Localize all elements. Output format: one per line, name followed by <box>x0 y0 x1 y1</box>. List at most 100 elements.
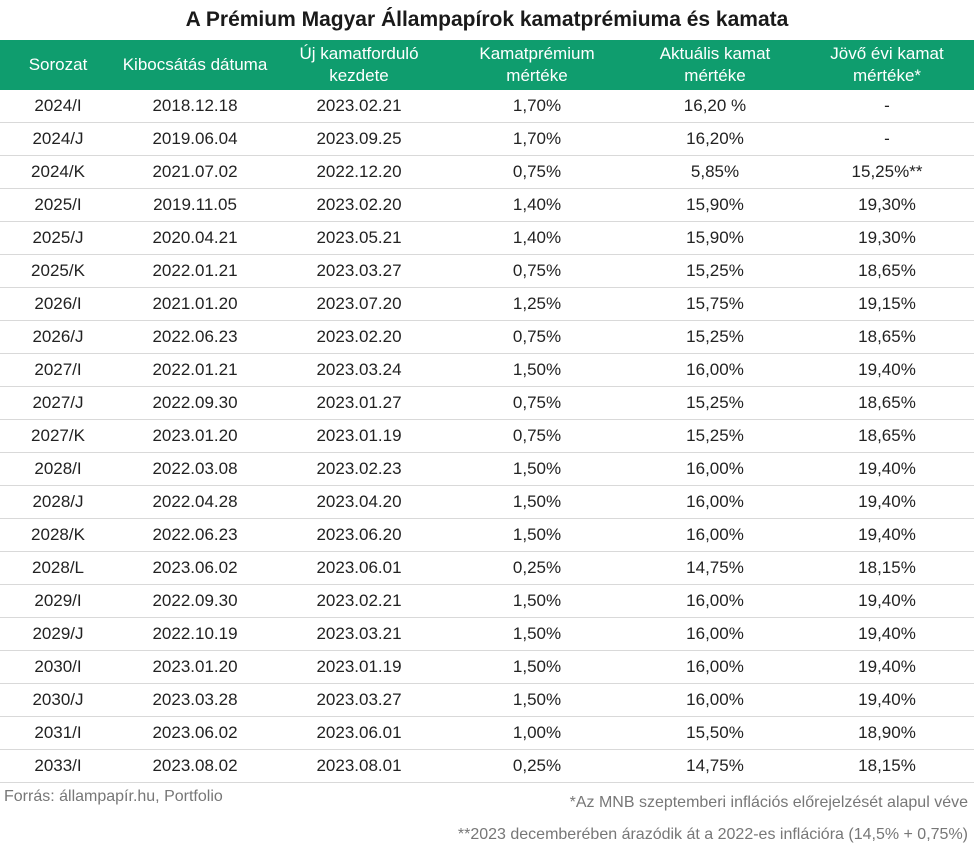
premium-cell: 1,50% <box>444 650 630 684</box>
current-rate-cell: 16,00% <box>630 452 800 486</box>
issue-date-cell: 2018.12.18 <box>116 90 274 123</box>
next-year-rate-cell: 19,40% <box>800 584 974 618</box>
series-column-header: Sorozat <box>0 40 116 90</box>
series-cell: 2024/I <box>0 90 116 123</box>
table-body: 2024/I 2018.12.18 2023.02.21 1,70% 16,20 % -2… <box>0 90 974 783</box>
series-cell: 2028/L <box>0 551 116 585</box>
rate-reset-cell: 2023.02.20 <box>274 188 444 222</box>
rate-reset-cell: 2023.01.19 <box>274 650 444 684</box>
rate-reset-cell: 2023.07.20 <box>274 287 444 321</box>
current-rate-cell: 15,90% <box>630 221 800 255</box>
rate-reset-cell: 2023.01.27 <box>274 386 444 420</box>
issue-date-cell: 2023.01.20 <box>116 419 274 453</box>
table-row: 2027/J 2022.09.30 2023.01.27 0,75% 15,25% 18,… <box>0 386 974 420</box>
current-rate-cell: 16,20 % <box>630 90 800 123</box>
premium-cell: 1,50% <box>444 584 630 618</box>
next-year-rate-cell: 19,40% <box>800 617 974 651</box>
table-row: 2030/I 2023.01.20 2023.01.19 1,50% 16,00% 19,… <box>0 650 974 684</box>
issue-date-cell: 2022.09.30 <box>116 386 274 420</box>
premium-cell: 0,75% <box>444 320 630 354</box>
series-cell: 2029/J <box>0 617 116 651</box>
table-row: 2026/I 2021.01.20 2023.07.20 1,25% 15,75% 19,… <box>0 287 974 321</box>
series-cell: 2031/I <box>0 716 116 750</box>
series-cell: 2026/J <box>0 320 116 354</box>
next-year-rate-cell: 18,65% <box>800 386 974 420</box>
premium-cell: 0,75% <box>444 386 630 420</box>
current-rate-cell: 5,85% <box>630 155 800 189</box>
rate-reset-cell: 2023.02.20 <box>274 320 444 354</box>
series-cell: 2027/I <box>0 353 116 387</box>
next-year-rate-cell: 19,40% <box>800 518 974 552</box>
table-row: 2030/J 2023.03.28 2023.03.27 1,50% 16,00% 19,… <box>0 683 974 717</box>
premium-cell: 0,75% <box>444 419 630 453</box>
next-year-rate-cell: 18,90% <box>800 716 974 750</box>
current-rate-column-header: Aktuális kamat mértéke <box>630 40 800 90</box>
next-year-rate-cell: - <box>800 122 974 156</box>
table-row: 2028/K 2022.06.23 2023.06.20 1,50% 16,00% 19,… <box>0 518 974 552</box>
table-row: 2027/I 2022.01.21 2023.03.24 1,50% 16,00% 19,… <box>0 353 974 387</box>
next-year-rate-cell: 18,65% <box>800 254 974 288</box>
premium-cell: 1,50% <box>444 452 630 486</box>
series-cell: 2029/I <box>0 584 116 618</box>
next-year-rate-cell: - <box>800 90 974 123</box>
premium-cell: 0,75% <box>444 155 630 189</box>
current-rate-cell: 16,00% <box>630 353 800 387</box>
table-row: 2026/J 2022.06.23 2023.02.20 0,75% 15,25% 18,… <box>0 320 974 354</box>
next-year-rate-cell: 19,40% <box>800 683 974 717</box>
current-rate-cell: 16,00% <box>630 518 800 552</box>
series-cell: 2027/K <box>0 419 116 453</box>
current-rate-cell: 15,90% <box>630 188 800 222</box>
current-rate-cell: 16,20% <box>630 122 800 156</box>
next-year-rate-cell: 18,65% <box>800 320 974 354</box>
premium-column-header: Kamatprémium mértéke <box>444 40 630 90</box>
premium-cell: 1,50% <box>444 617 630 651</box>
premium-cell: 1,70% <box>444 122 630 156</box>
table-row: 2033/I 2023.08.02 2023.08.01 0,25% 14,75% 18,… <box>0 749 974 783</box>
premium-cell: 1,25% <box>444 287 630 321</box>
next-year-rate-cell: 18,15% <box>800 551 974 585</box>
table-row: 2031/I 2023.06.02 2023.06.01 1,00% 15,50% 18,… <box>0 716 974 750</box>
issue-date-cell: 2022.04.28 <box>116 485 274 519</box>
table-row: 2025/K 2022.01.21 2023.03.27 0,75% 15,25% 18,… <box>0 254 974 288</box>
premium-cell: 1,70% <box>444 90 630 123</box>
table-row: 2028/J 2022.04.28 2023.04.20 1,50% 16,00% 19,… <box>0 485 974 519</box>
rate-reset-cell: 2023.05.21 <box>274 221 444 255</box>
rate-reset-cell: 2023.03.27 <box>274 254 444 288</box>
issue-date-cell: 2022.03.08 <box>116 452 274 486</box>
current-rate-cell: 15,50% <box>630 716 800 750</box>
series-cell: 2028/J <box>0 485 116 519</box>
next-year-rate-cell: 18,65% <box>800 419 974 453</box>
rate-reset-cell: 2022.12.20 <box>274 155 444 189</box>
rate-reset-cell: 2023.06.01 <box>274 716 444 750</box>
next-year-rate-cell: 19,40% <box>800 485 974 519</box>
rate-reset-cell: 2023.03.21 <box>274 617 444 651</box>
next-year-rate-cell: 18,15% <box>800 749 974 783</box>
chart-title: A Prémium Magyar Állampapírok kamatprémi… <box>185 8 789 31</box>
footnote-repricing: **2023 decemberében árazódik át a 2022-e… <box>457 826 968 843</box>
rate-reset-cell: 2023.01.19 <box>274 419 444 453</box>
series-cell: 2024/K <box>0 155 116 189</box>
table-row: 2029/I 2022.09.30 2023.02.21 1,50% 16,00% 19,… <box>0 584 974 618</box>
series-cell: 2026/I <box>0 287 116 321</box>
issue-date-cell: 2022.01.21 <box>116 353 274 387</box>
issue-date-cell: 2021.01.20 <box>116 287 274 321</box>
header-row: Sorozat Kibocsátás dátuma Új kamatforduló … <box>0 40 974 90</box>
issue-date-cell: 2019.11.05 <box>116 188 274 222</box>
series-cell: 2030/I <box>0 650 116 684</box>
rate-reset-cell: 2023.06.20 <box>274 518 444 552</box>
issue-date-cell: 2021.07.02 <box>116 155 274 189</box>
series-cell: 2025/J <box>0 221 116 255</box>
current-rate-cell: 15,25% <box>630 254 800 288</box>
current-rate-cell: 15,25% <box>630 320 800 354</box>
rate-reset-cell: 2023.02.21 <box>274 90 444 123</box>
issue-date-cell: 2019.06.04 <box>116 122 274 156</box>
table-row: 2028/I 2022.03.08 2023.02.23 1,50% 16,00% 19,… <box>0 452 974 486</box>
premium-cell: 1,50% <box>444 683 630 717</box>
table-row: 2025/I 2019.11.05 2023.02.20 1,40% 15,90% 19,… <box>0 188 974 222</box>
current-rate-cell: 16,00% <box>630 584 800 618</box>
table-row: 2027/K 2023.01.20 2023.01.19 0,75% 15,25% 18,… <box>0 419 974 453</box>
rate-reset-cell: 2023.03.27 <box>274 683 444 717</box>
current-rate-cell: 15,25% <box>630 386 800 420</box>
table-row: 2024/J 2019.06.04 2023.09.25 1,70% 16,20% - <box>0 122 974 156</box>
series-cell: 2033/I <box>0 749 116 783</box>
